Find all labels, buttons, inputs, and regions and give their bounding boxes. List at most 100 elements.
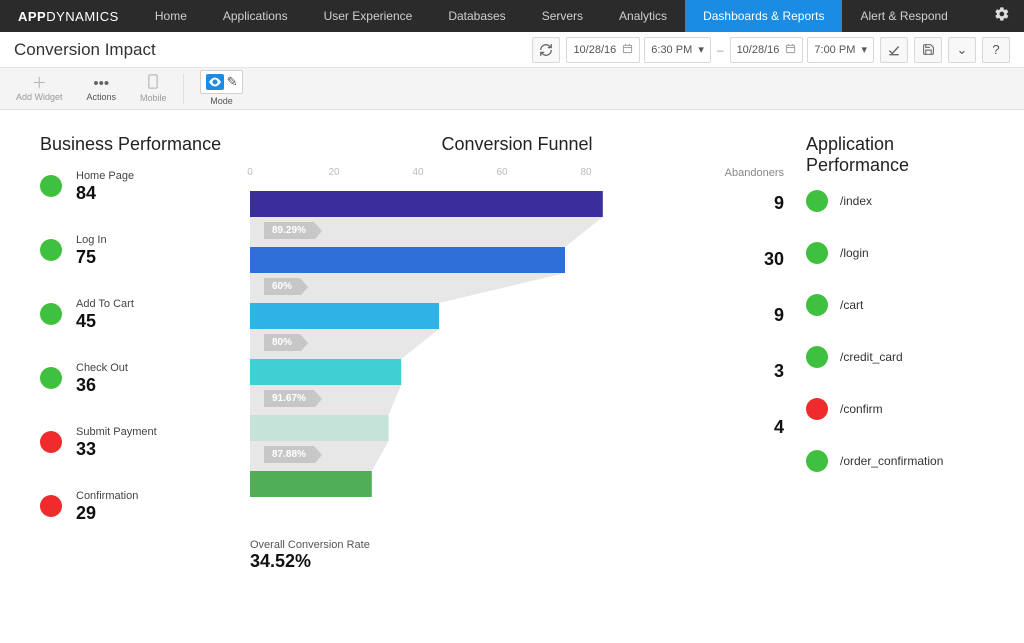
- application-performance-panel: Application Performance /index/login/car…: [784, 134, 984, 572]
- end-time-picker[interactable]: 7:00 PM ▾: [807, 37, 874, 63]
- toolstrip: ＋ Add Widget ••• Actions Mobile ✎ Mode: [0, 68, 1024, 110]
- step-value: 84: [76, 183, 134, 203]
- view-mode-icon: [206, 74, 224, 90]
- pct-badge: 91.67%: [264, 390, 314, 407]
- status-dot: [40, 303, 62, 325]
- app-path-label: /confirm: [840, 402, 883, 416]
- business-perf-item: Confirmation29: [40, 489, 250, 523]
- abandoners-value: 3: [774, 361, 784, 382]
- start-date-picker[interactable]: 10/28/16: [566, 37, 640, 63]
- mode-toggle[interactable]: ✎ Mode: [192, 70, 252, 108]
- funnel-axis: 0 20 40 60 80: [250, 167, 784, 183]
- nav-item-applications[interactable]: Applications: [205, 0, 306, 32]
- funnel-bar: [250, 359, 401, 385]
- status-dot: [40, 239, 62, 261]
- nav-item-databases[interactable]: Databases: [430, 0, 523, 32]
- ellipsis-icon: •••: [87, 76, 117, 92]
- business-perf-item: Submit Payment33: [40, 425, 250, 459]
- nav-item-servers[interactable]: Servers: [524, 0, 601, 32]
- step-value: 36: [76, 375, 128, 395]
- mobile-label: Mobile: [140, 93, 167, 103]
- app-perf-item: /order_confirmation: [806, 450, 984, 472]
- conversion-funnel-panel: Conversion Funnel 0 20 40 60 80 Abandoners 8…: [250, 134, 784, 572]
- axis-tick: 20: [328, 167, 339, 178]
- status-dot: [806, 242, 828, 264]
- business-perf-item: Log In75: [40, 233, 250, 267]
- settings-gear-icon[interactable]: [980, 6, 1024, 26]
- nav-item-home[interactable]: Home: [137, 0, 205, 32]
- more-dropdown[interactable]: ⌄: [948, 37, 976, 63]
- step-value: 33: [76, 439, 157, 459]
- business-performance-panel: Business Performance Home Page84 Log In75…: [40, 134, 250, 572]
- business-perf-list: Home Page84 Log In75 Add To Cart45 Check Ou…: [40, 169, 250, 523]
- axis-tick: 60: [496, 167, 507, 178]
- nav-item-dashboards-reports[interactable]: Dashboards & Reports: [685, 0, 842, 32]
- overall-label: Overall Conversion Rate: [250, 539, 784, 551]
- business-perf-title: Business Performance: [40, 134, 250, 155]
- refresh-button[interactable]: [532, 37, 560, 63]
- nav-item-alert-respond[interactable]: Alert & Respond: [842, 0, 965, 32]
- abandoners-value: 4: [774, 417, 784, 438]
- step-label: Check Out: [76, 361, 128, 375]
- app-path-label: /cart: [840, 298, 863, 312]
- end-date-picker[interactable]: 10/28/16: [730, 37, 804, 63]
- app-path-label: /login: [840, 246, 869, 260]
- calendar-icon: [622, 43, 633, 57]
- app-perf-item: /login: [806, 242, 984, 264]
- app-perf-item: /cart: [806, 294, 984, 316]
- pct-badge: 60%: [264, 278, 300, 295]
- funnel-chart: Abandoners 89.29%960%3080%991.67%387.88%…: [250, 183, 784, 519]
- help-button[interactable]: ?: [982, 37, 1010, 63]
- status-dot: [806, 398, 828, 420]
- funnel-title: Conversion Funnel: [250, 134, 784, 155]
- step-label: Submit Payment: [76, 425, 157, 439]
- app-path-label: /credit_card: [840, 350, 903, 364]
- axis-tick: 80: [580, 167, 591, 178]
- funnel-bar: [250, 247, 565, 273]
- axis-tick: 40: [412, 167, 423, 178]
- save-button[interactable]: [914, 37, 942, 63]
- nav-item-analytics[interactable]: Analytics: [601, 0, 685, 32]
- step-label: Add To Cart: [76, 297, 134, 311]
- add-widget-button[interactable]: ＋ Add Widget: [8, 74, 71, 104]
- step-label: Log In: [76, 233, 107, 247]
- actions-label: Actions: [87, 92, 117, 102]
- axis-tick: 0: [247, 167, 253, 178]
- range-separator: –: [715, 43, 726, 57]
- status-dot: [806, 450, 828, 472]
- abandoners-header: Abandoners: [725, 167, 784, 179]
- mobile-icon: [140, 74, 167, 93]
- status-dot: [40, 175, 62, 197]
- abandoners-value: 30: [764, 249, 784, 270]
- abandoners-value: 9: [774, 193, 784, 214]
- overall-conversion: Overall Conversion Rate 34.52%: [250, 539, 784, 572]
- funnel-bar: [250, 415, 389, 441]
- check-button[interactable]: [880, 37, 908, 63]
- funnel-bar: [250, 191, 603, 217]
- mobile-button[interactable]: Mobile: [132, 72, 175, 105]
- brand-logo: APPDYNAMICS: [0, 9, 137, 24]
- status-dot: [40, 367, 62, 389]
- app-path-label: /order_confirmation: [840, 454, 943, 468]
- chevron-down-icon: ⌄: [957, 42, 968, 58]
- step-label: Home Page: [76, 169, 134, 183]
- funnel-svg: [250, 183, 750, 519]
- start-date-value: 10/28/16: [573, 44, 616, 56]
- nav-item-user-experience[interactable]: User Experience: [306, 0, 431, 32]
- subbar-right: 10/28/16 6:30 PM ▾ – 10/28/16 7:00 PM ▾: [532, 37, 1010, 63]
- dashboard-content: Business Performance Home Page84 Log In75…: [0, 110, 1024, 602]
- plus-icon: ＋: [16, 76, 63, 92]
- actions-button[interactable]: ••• Actions: [79, 74, 125, 104]
- funnel-bar: [250, 303, 439, 329]
- step-value: 45: [76, 311, 134, 331]
- business-perf-item: Check Out36: [40, 361, 250, 395]
- toolstrip-separator: [183, 74, 184, 104]
- start-time-value: 6:30 PM: [651, 44, 692, 56]
- page-title: Conversion Impact: [14, 40, 156, 60]
- pct-badge: 89.29%: [264, 222, 314, 239]
- step-label: Confirmation: [76, 489, 138, 503]
- time-range: 10/28/16 6:30 PM ▾ – 10/28/16 7:00 PM ▾: [566, 37, 874, 63]
- status-dot: [806, 346, 828, 368]
- pct-badge: 87.88%: [264, 446, 314, 463]
- start-time-picker[interactable]: 6:30 PM ▾: [644, 37, 711, 63]
